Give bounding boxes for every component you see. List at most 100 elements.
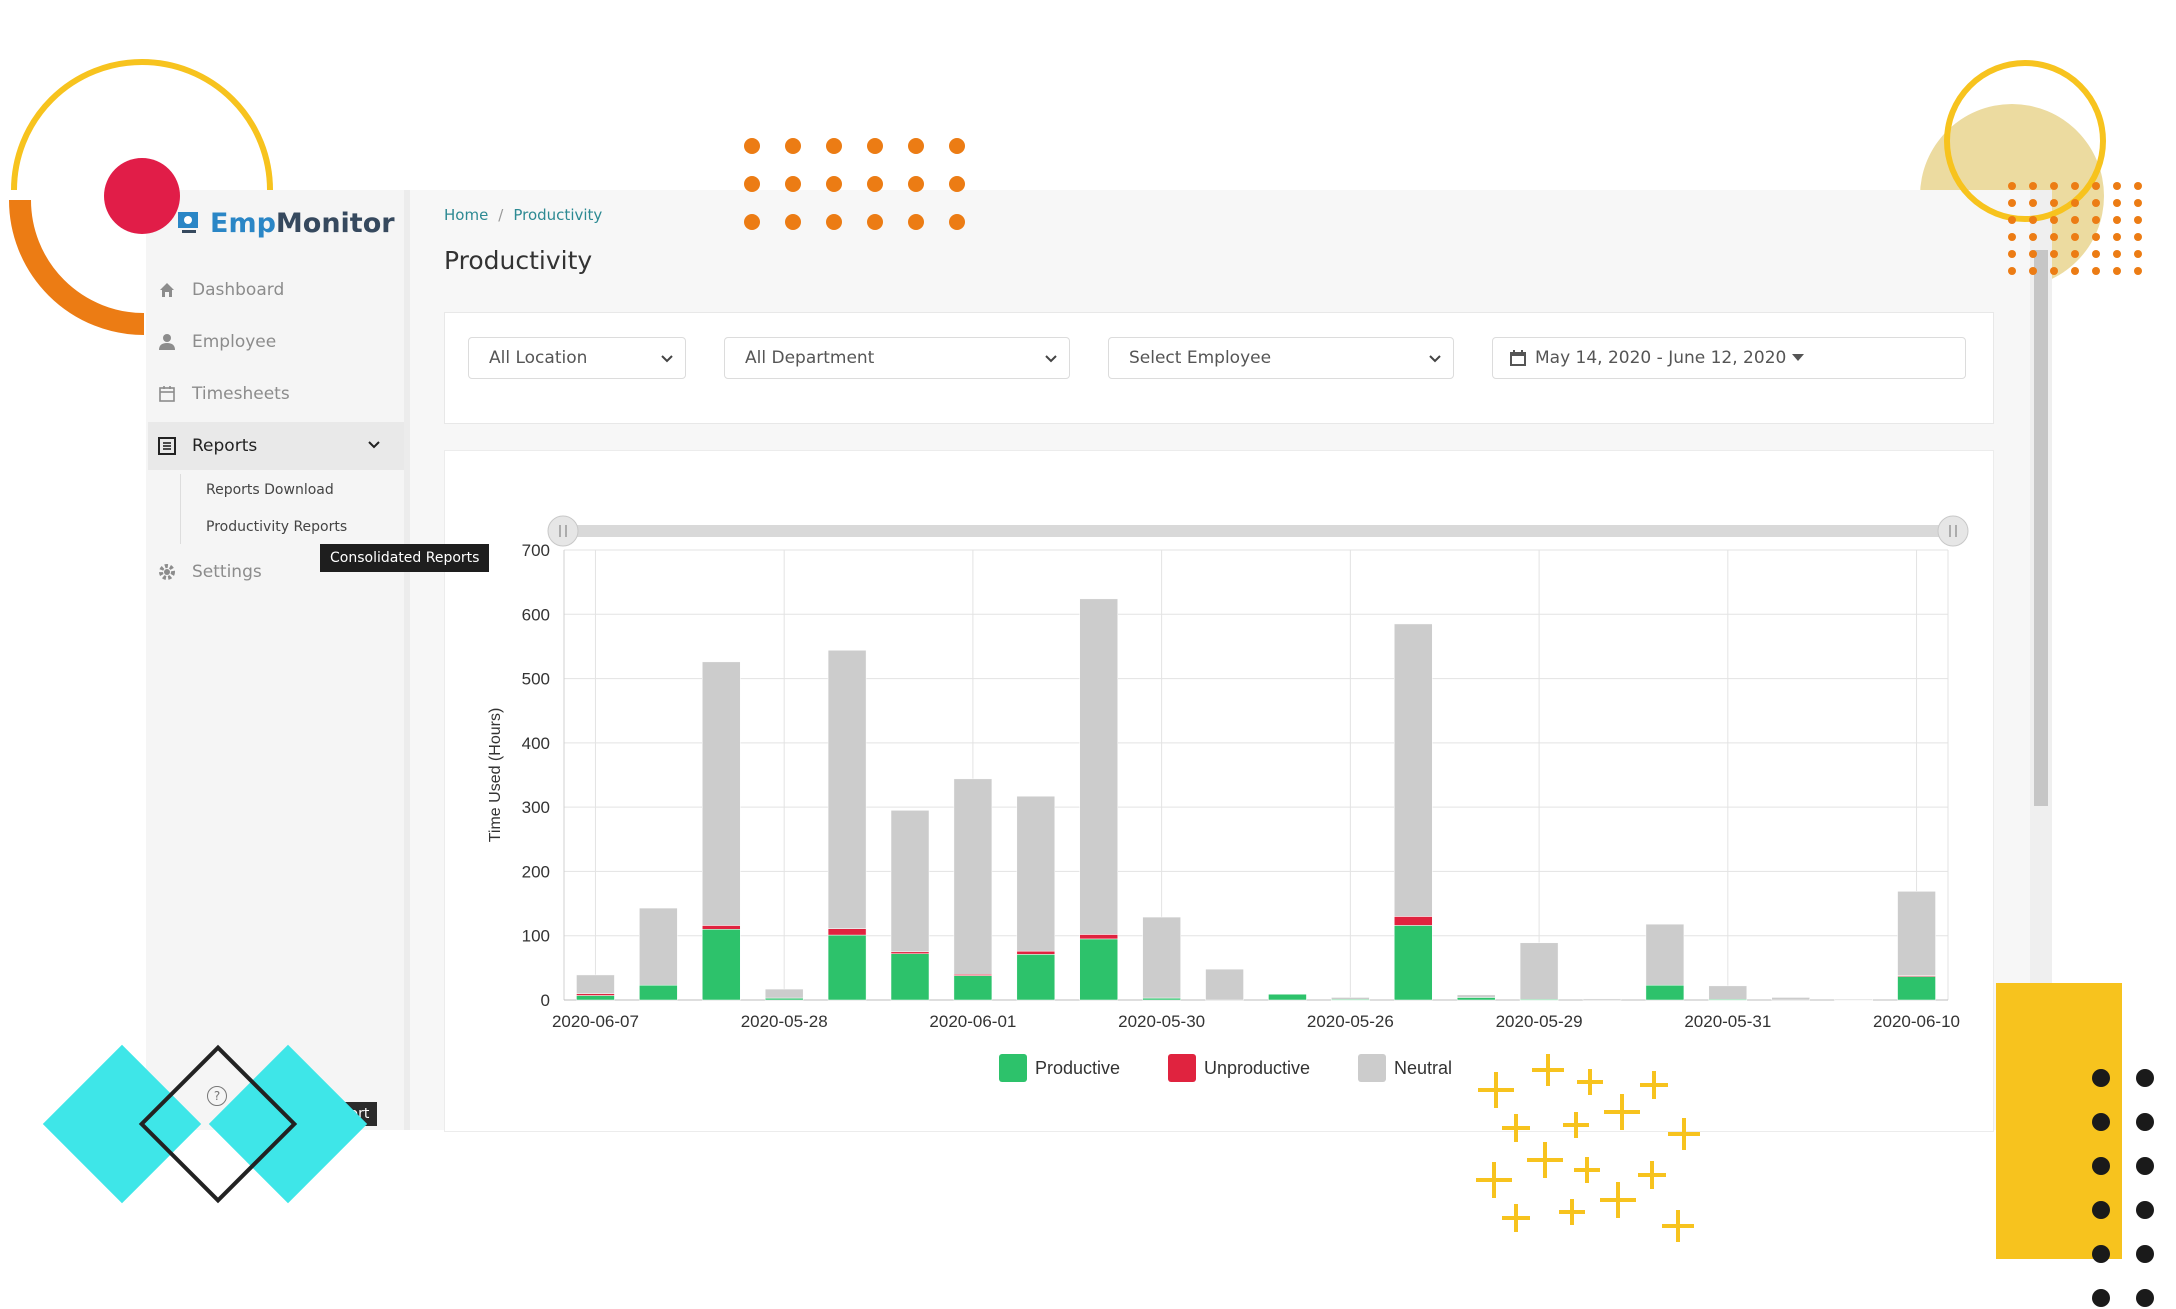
y-tick-label: 100 bbox=[522, 927, 550, 946]
range-slider-track[interactable] bbox=[568, 525, 1948, 537]
legend-swatch bbox=[1168, 1054, 1196, 1082]
logo-emp: Emp bbox=[210, 208, 276, 239]
bar-productive[interactable] bbox=[1456, 997, 1496, 1001]
bar-productive[interactable] bbox=[1394, 925, 1433, 1001]
black-dot bbox=[2092, 1289, 2110, 1307]
bar-unproductive[interactable] bbox=[1016, 950, 1056, 955]
bar-unproductive[interactable] bbox=[1079, 934, 1118, 940]
orange-dot bbox=[2071, 182, 2079, 190]
submenu-reports-download[interactable]: Reports Download bbox=[206, 482, 334, 498]
bar-unproductive[interactable] bbox=[576, 993, 615, 996]
consolidated-reports-tooltip: Consolidated Reports bbox=[320, 544, 490, 572]
employee-select[interactable]: Select Employee bbox=[1108, 337, 1454, 379]
orange-dot bbox=[2092, 250, 2100, 258]
bar-productive[interactable] bbox=[1897, 975, 1936, 1001]
x-tick-label: 2020-05-31 bbox=[1684, 1012, 1771, 1031]
legend-item[interactable]: Unproductive bbox=[1168, 1054, 1310, 1082]
sidebar-item-reports[interactable]: Reports bbox=[148, 422, 404, 470]
legend-item[interactable]: Productive bbox=[999, 1054, 1120, 1082]
bar-productive[interactable] bbox=[1079, 938, 1118, 1001]
y-tick-label: 0 bbox=[541, 991, 550, 1010]
bar-neutral[interactable] bbox=[1456, 994, 1496, 998]
orange-dot bbox=[826, 138, 842, 154]
user-icon bbox=[156, 331, 178, 353]
x-tick-label: 2020-06-07 bbox=[552, 1012, 639, 1031]
bar-productive[interactable] bbox=[702, 929, 741, 1001]
orange-dot bbox=[785, 138, 801, 154]
orange-dot bbox=[867, 138, 883, 154]
bar-neutral[interactable] bbox=[764, 988, 804, 999]
app-logo[interactable]: EmpMonitor bbox=[210, 208, 395, 239]
bar-neutral[interactable] bbox=[639, 907, 678, 986]
bar-productive[interactable] bbox=[1645, 984, 1685, 1001]
sidebar-item-employee[interactable]: Employee bbox=[152, 320, 402, 364]
gear-icon bbox=[156, 561, 178, 583]
bar-neutral[interactable] bbox=[1142, 916, 1181, 999]
bar-productive[interactable] bbox=[1268, 993, 1307, 1001]
bar-neutral[interactable] bbox=[1079, 598, 1118, 935]
sidebar-item-label: Dashboard bbox=[192, 280, 285, 300]
y-tick-label: 200 bbox=[522, 862, 550, 881]
sidebar-item-settings[interactable]: Settings bbox=[152, 550, 402, 594]
breadcrumb: Home / Productivity bbox=[444, 206, 602, 224]
range-slider-handle[interactable] bbox=[1937, 515, 1969, 547]
bar-neutral[interactable] bbox=[1582, 998, 1622, 1001]
sidebar-item-label: Reports bbox=[192, 436, 258, 456]
bar-neutral[interactable] bbox=[702, 661, 741, 926]
bar-productive[interactable] bbox=[639, 984, 678, 1001]
orange-dot bbox=[2113, 199, 2121, 207]
bar-productive[interactable] bbox=[764, 997, 804, 1001]
orange-dot bbox=[2113, 216, 2121, 224]
home-icon bbox=[156, 279, 178, 301]
date-range-picker[interactable]: May 14, 2020 - June 12, 2020 bbox=[1492, 337, 1966, 379]
bar-neutral[interactable] bbox=[1834, 999, 1873, 1001]
black-dot bbox=[2136, 1201, 2154, 1219]
bar-neutral[interactable] bbox=[1771, 997, 1810, 1001]
bar-unproductive[interactable] bbox=[702, 925, 741, 930]
submenu-productivity-reports[interactable]: Productivity Reports bbox=[206, 519, 348, 535]
orange-dot bbox=[2092, 199, 2100, 207]
location-select[interactable]: All Location bbox=[468, 337, 686, 379]
orange-dot bbox=[2029, 182, 2037, 190]
bar-unproductive[interactable] bbox=[827, 928, 867, 936]
help-icon[interactable]: ? bbox=[207, 1086, 227, 1106]
bar-neutral[interactable] bbox=[1645, 923, 1685, 986]
range-slider-handle[interactable] bbox=[547, 515, 579, 547]
bar-neutral[interactable] bbox=[890, 810, 930, 953]
orange-dot bbox=[2071, 233, 2079, 241]
bar-unproductive[interactable] bbox=[1394, 916, 1433, 926]
sidebar-item-dashboard[interactable]: Dashboard bbox=[152, 268, 402, 312]
bar-unproductive[interactable] bbox=[890, 951, 930, 954]
breadcrumb-home[interactable]: Home bbox=[444, 206, 489, 224]
orange-dot bbox=[2134, 250, 2142, 258]
scrollbar-thumb[interactable] bbox=[2034, 250, 2048, 806]
bar-neutral[interactable] bbox=[1897, 891, 1936, 976]
breadcrumb-current[interactable]: Productivity bbox=[513, 206, 603, 224]
orange-dot bbox=[2092, 233, 2100, 241]
orange-dot bbox=[2134, 233, 2142, 241]
department-select[interactable]: All Department bbox=[724, 337, 1070, 379]
orange-dot bbox=[949, 138, 965, 154]
bar-neutral[interactable] bbox=[576, 974, 615, 994]
bar-neutral[interactable] bbox=[1708, 985, 1748, 1000]
sidebar-item-timesheets[interactable]: Timesheets bbox=[152, 372, 402, 416]
black-dot bbox=[2092, 1113, 2110, 1131]
bar-neutral[interactable] bbox=[1331, 997, 1370, 1000]
orange-dot bbox=[2113, 233, 2121, 241]
legend-item[interactable]: Neutral bbox=[1358, 1054, 1452, 1082]
bar-productive[interactable] bbox=[890, 953, 930, 1001]
bar-neutral[interactable] bbox=[1519, 942, 1559, 1000]
bar-neutral[interactable] bbox=[827, 650, 867, 929]
bar-neutral[interactable] bbox=[1205, 968, 1244, 1001]
bar-productive[interactable] bbox=[827, 934, 867, 1001]
caret-down-icon bbox=[1792, 354, 1805, 361]
bar-neutral[interactable] bbox=[953, 778, 993, 975]
orange-dot bbox=[2134, 216, 2142, 224]
bar-productive[interactable] bbox=[1142, 997, 1181, 1001]
bar-productive[interactable] bbox=[1016, 954, 1056, 1001]
bar-neutral[interactable] bbox=[1016, 795, 1056, 952]
bar-productive[interactable] bbox=[576, 995, 615, 1001]
bar-productive[interactable] bbox=[953, 975, 993, 1001]
bar-neutral[interactable] bbox=[1394, 623, 1433, 917]
sidebar bbox=[146, 190, 404, 1130]
